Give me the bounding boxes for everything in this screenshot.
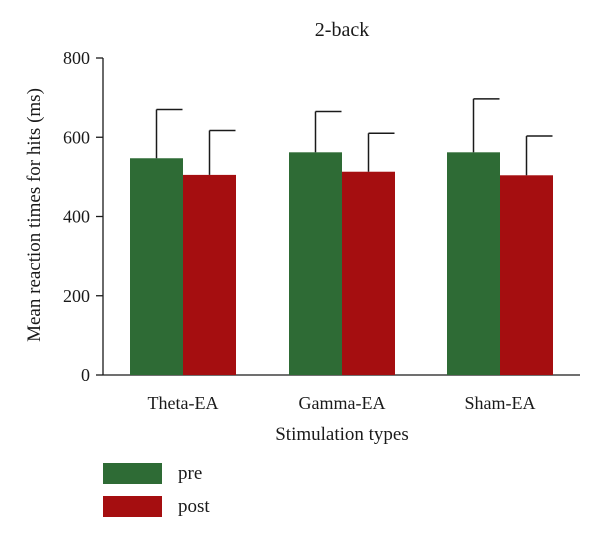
- legend-swatch-pre: [103, 463, 162, 484]
- chart-title: 2-back: [315, 19, 369, 41]
- y-tick-label: 400: [63, 207, 90, 227]
- bar-post-theta-ea: [183, 174, 236, 375]
- y-tick-label: 0: [81, 365, 90, 385]
- bars: [130, 152, 553, 375]
- x-tick-label: Sham-EA: [465, 393, 536, 413]
- bar-pre-theta-ea: [130, 158, 183, 375]
- legend-label-pre: pre: [178, 463, 202, 484]
- y-axis-label: Mean reaction times for hits (ms): [24, 88, 45, 342]
- x-axis-label: Stimulation types: [275, 424, 409, 445]
- legend: pre post: [103, 463, 210, 517]
- bar-post-gamma-ea: [342, 171, 395, 375]
- y-tick-label: 600: [63, 127, 90, 147]
- bar-pre-gamma-ea: [289, 152, 342, 375]
- y-tick-label: 800: [63, 48, 90, 68]
- y-axis: 0 200 400 600 800: [63, 48, 104, 385]
- legend-swatch-post: [103, 496, 162, 517]
- legend-label-post: post: [178, 496, 210, 517]
- y-tick-label: 200: [63, 286, 90, 306]
- x-tick-label: Gamma-EA: [299, 393, 386, 413]
- bar-pre-sham-ea: [447, 152, 500, 375]
- x-axis: Theta-EA Gamma-EA Sham-EA: [103, 374, 580, 413]
- x-tick-label: Theta-EA: [148, 393, 219, 413]
- bar-post-sham-ea: [500, 175, 553, 375]
- error-bars: [155, 98, 553, 176]
